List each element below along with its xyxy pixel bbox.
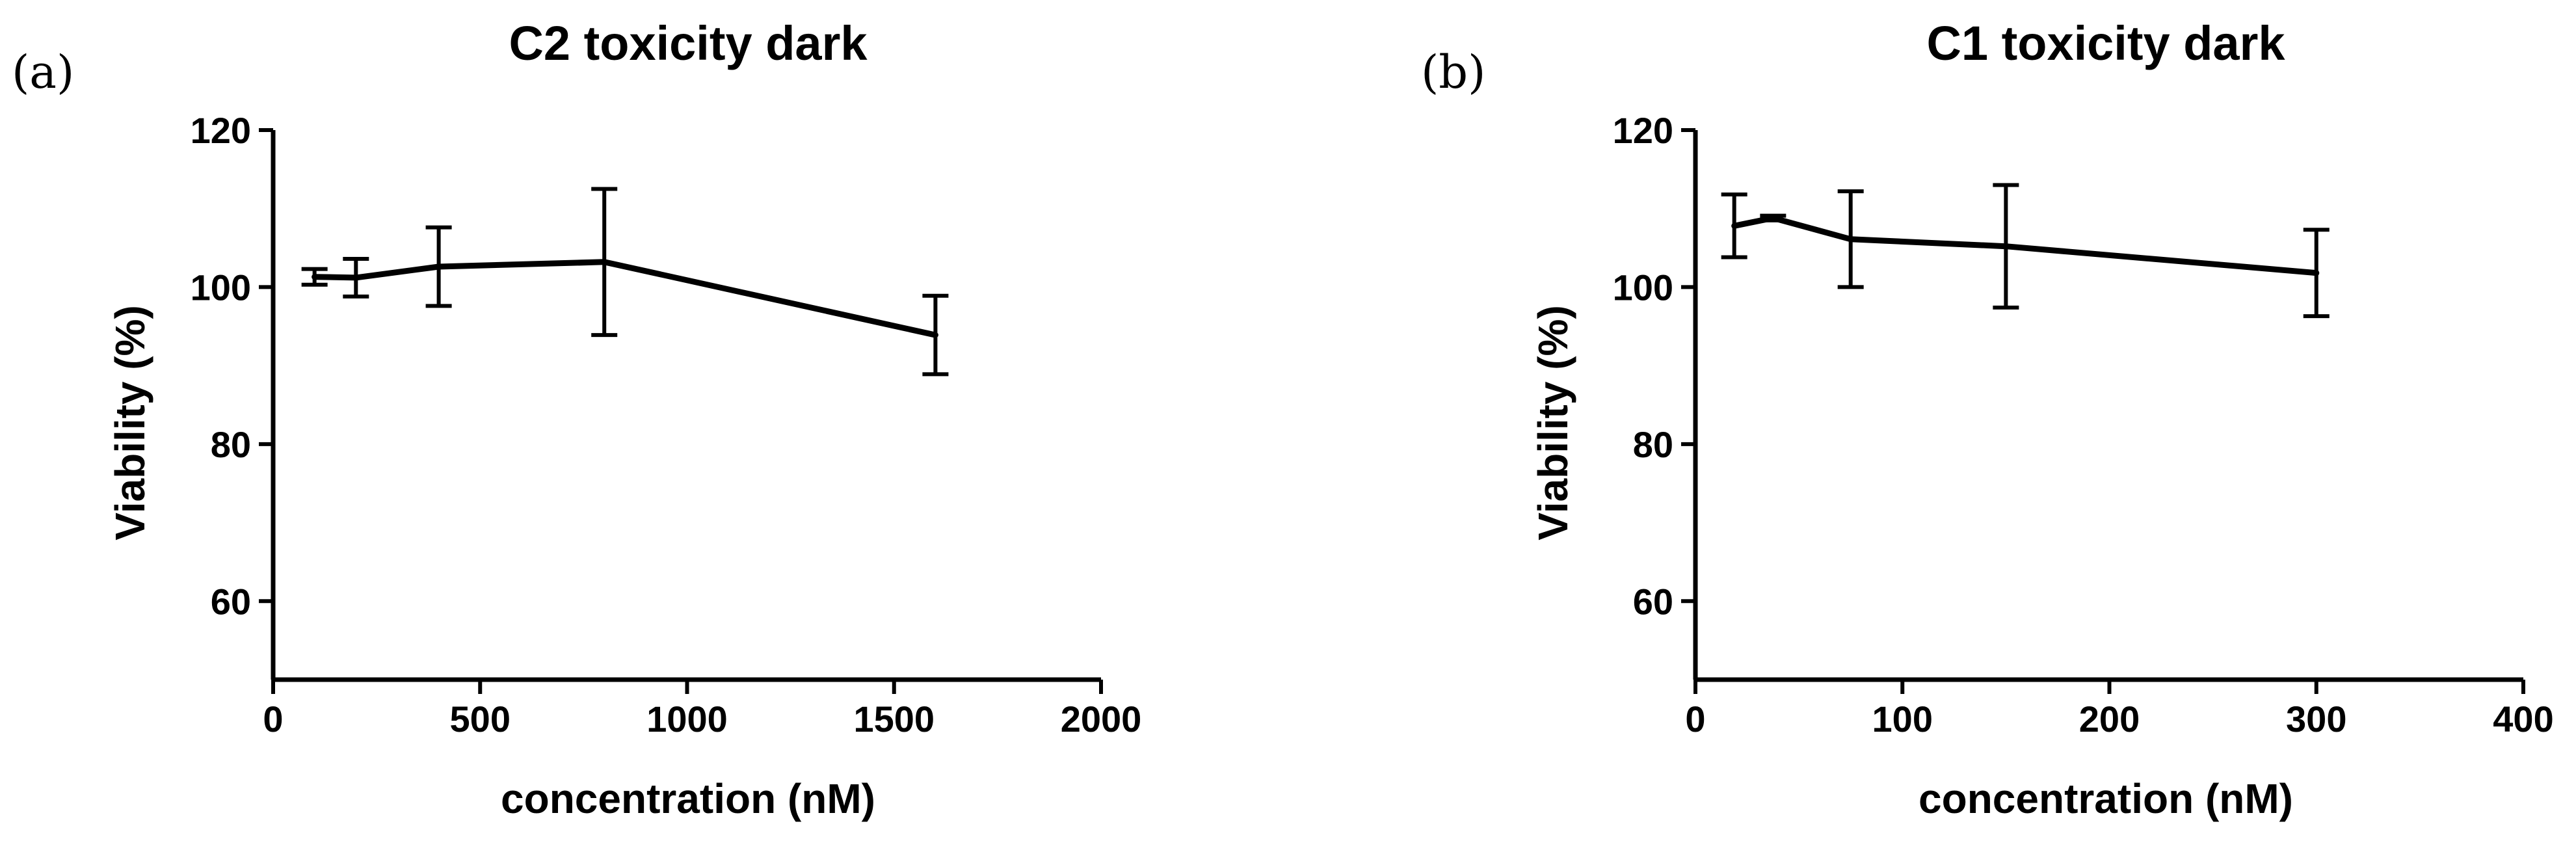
panel-label: (b) — [1421, 46, 1485, 99]
error-bars — [301, 187, 949, 377]
chart-title: C1 toxicity dark — [1926, 16, 2285, 70]
x-tick-label: 100 — [1872, 699, 1933, 739]
y-tick-label: 80 — [1633, 424, 1673, 465]
x-tick-label: 500 — [450, 699, 511, 739]
x-tick-label: 1000 — [646, 699, 728, 739]
x-axis-label: concentration (nM) — [501, 775, 875, 822]
chart-title: C2 toxicity dark — [509, 16, 868, 70]
y-tick-label: 80 — [211, 424, 251, 465]
chart-panel-b: (b) C1 toxicity dark 60 80 100 120 0 100 200 3… — [1421, 16, 2554, 822]
x-tick-label: 400 — [2493, 699, 2553, 739]
y-ticks: 60 80 100 120 — [191, 110, 273, 622]
x-tick-label: 0 — [263, 699, 283, 739]
y-tick-label: 120 — [1613, 110, 1673, 151]
y-tick-label: 60 — [1633, 581, 1673, 622]
y-axis-label: Viability (%) — [107, 305, 153, 540]
x-tick-label: 0 — [1685, 699, 1705, 739]
x-tick-label: 2000 — [1061, 699, 1142, 739]
y-tick-label: 60 — [211, 581, 251, 622]
x-tick-label: 1500 — [853, 699, 935, 739]
y-tick-label: 100 — [1613, 267, 1673, 308]
y-axis-label: Viability (%) — [1530, 305, 1576, 540]
chart-panel-a: (a) C2 toxicity dark 60 80 100 120 0 500 1000… — [12, 16, 1141, 822]
x-tick-label: 300 — [2286, 699, 2346, 739]
y-tick-label: 120 — [191, 110, 251, 151]
x-ticks: 0 100 200 300 400 — [1685, 680, 2554, 739]
x-ticks: 0 500 1000 1500 2000 — [263, 680, 1141, 739]
y-tick-label: 100 — [191, 267, 251, 308]
x-tick-label: 200 — [2079, 699, 2140, 739]
x-axis-label: concentration (nM) — [1919, 775, 2293, 822]
series-line — [312, 259, 938, 338]
series-line — [1731, 215, 2320, 276]
panel-label: (a) — [12, 46, 74, 99]
y-ticks: 60 80 100 120 — [1613, 110, 1695, 622]
